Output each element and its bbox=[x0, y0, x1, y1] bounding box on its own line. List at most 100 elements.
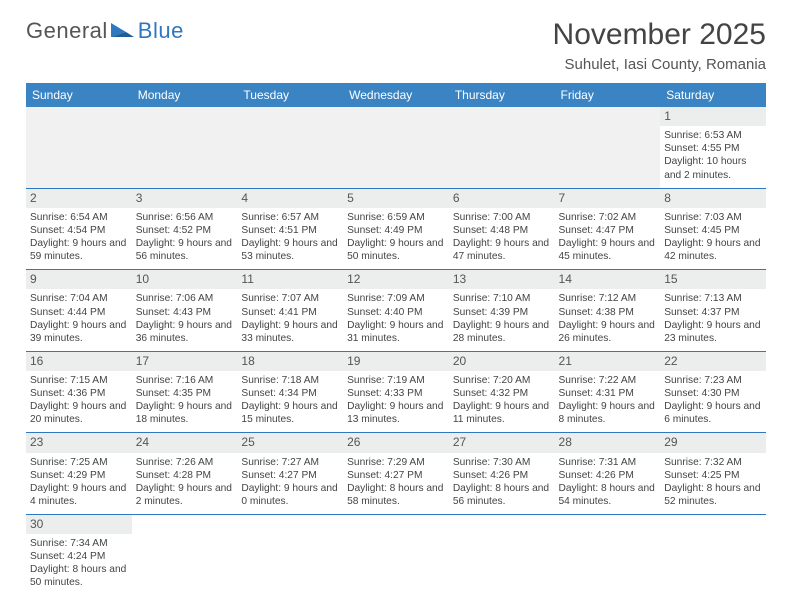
sunset-line: Sunset: 4:26 PM bbox=[453, 469, 551, 482]
weekday-header: Thursday bbox=[449, 83, 555, 107]
calendar-cell bbox=[343, 107, 449, 188]
daylight-line: Daylight: 9 hours and 42 minutes. bbox=[664, 237, 762, 263]
sunrise-line: Sunrise: 6:57 AM bbox=[241, 211, 339, 224]
daylight-line: Daylight: 9 hours and 28 minutes. bbox=[453, 319, 551, 345]
calendar-cell: 30Sunrise: 7:34 AMSunset: 4:24 PMDayligh… bbox=[26, 514, 132, 595]
daylight-line: Daylight: 9 hours and 6 minutes. bbox=[664, 400, 762, 426]
calendar-cell: 27Sunrise: 7:30 AMSunset: 4:26 PMDayligh… bbox=[449, 433, 555, 515]
sunset-line: Sunset: 4:39 PM bbox=[453, 306, 551, 319]
sunrise-line: Sunrise: 7:04 AM bbox=[30, 292, 128, 305]
day-number: 16 bbox=[26, 352, 132, 371]
calendar-cell bbox=[26, 107, 132, 188]
day-number: 14 bbox=[555, 270, 661, 289]
sunset-line: Sunset: 4:32 PM bbox=[453, 387, 551, 400]
day-number: 27 bbox=[449, 433, 555, 452]
day-number: 12 bbox=[343, 270, 449, 289]
calendar-cell: 3Sunrise: 6:56 AMSunset: 4:52 PMDaylight… bbox=[132, 188, 238, 270]
daylight-line: Daylight: 9 hours and 8 minutes. bbox=[559, 400, 657, 426]
daylight-line: Daylight: 9 hours and 56 minutes. bbox=[136, 237, 234, 263]
sunset-line: Sunset: 4:37 PM bbox=[664, 306, 762, 319]
sunset-line: Sunset: 4:48 PM bbox=[453, 224, 551, 237]
logo: General Blue bbox=[26, 18, 184, 44]
daylight-line: Daylight: 9 hours and 47 minutes. bbox=[453, 237, 551, 263]
calendar-cell: 19Sunrise: 7:19 AMSunset: 4:33 PMDayligh… bbox=[343, 351, 449, 433]
sunrise-line: Sunrise: 7:06 AM bbox=[136, 292, 234, 305]
day-number: 21 bbox=[555, 352, 661, 371]
weekday-header: Friday bbox=[555, 83, 661, 107]
daylight-line: Daylight: 9 hours and 13 minutes. bbox=[347, 400, 445, 426]
day-number: 1 bbox=[660, 107, 766, 126]
calendar-body: 1Sunrise: 6:53 AMSunset: 4:55 PMDaylight… bbox=[26, 107, 766, 595]
logo-text-general: General bbox=[26, 18, 108, 44]
calendar-row: 30Sunrise: 7:34 AMSunset: 4:24 PMDayligh… bbox=[26, 514, 766, 595]
sunrise-line: Sunrise: 7:25 AM bbox=[30, 456, 128, 469]
sunrise-line: Sunrise: 7:16 AM bbox=[136, 374, 234, 387]
sunset-line: Sunset: 4:30 PM bbox=[664, 387, 762, 400]
calendar-cell: 12Sunrise: 7:09 AMSunset: 4:40 PMDayligh… bbox=[343, 270, 449, 352]
sunrise-line: Sunrise: 6:59 AM bbox=[347, 211, 445, 224]
day-number: 5 bbox=[343, 189, 449, 208]
sunset-line: Sunset: 4:44 PM bbox=[30, 306, 128, 319]
calendar-cell: 24Sunrise: 7:26 AMSunset: 4:28 PMDayligh… bbox=[132, 433, 238, 515]
calendar-cell: 1Sunrise: 6:53 AMSunset: 4:55 PMDaylight… bbox=[660, 107, 766, 188]
calendar-cell: 5Sunrise: 6:59 AMSunset: 4:49 PMDaylight… bbox=[343, 188, 449, 270]
sunrise-line: Sunrise: 6:56 AM bbox=[136, 211, 234, 224]
calendar-cell: 14Sunrise: 7:12 AMSunset: 4:38 PMDayligh… bbox=[555, 270, 661, 352]
calendar-cell: 23Sunrise: 7:25 AMSunset: 4:29 PMDayligh… bbox=[26, 433, 132, 515]
day-number: 19 bbox=[343, 352, 449, 371]
sunset-line: Sunset: 4:40 PM bbox=[347, 306, 445, 319]
daylight-line: Daylight: 9 hours and 18 minutes. bbox=[136, 400, 234, 426]
daylight-line: Daylight: 8 hours and 58 minutes. bbox=[347, 482, 445, 508]
sunset-line: Sunset: 4:55 PM bbox=[664, 142, 762, 155]
daylight-line: Daylight: 9 hours and 4 minutes. bbox=[30, 482, 128, 508]
day-number: 26 bbox=[343, 433, 449, 452]
weekday-header: Saturday bbox=[660, 83, 766, 107]
sunset-line: Sunset: 4:28 PM bbox=[136, 469, 234, 482]
daylight-line: Daylight: 8 hours and 50 minutes. bbox=[30, 563, 128, 589]
calendar-cell: 2Sunrise: 6:54 AMSunset: 4:54 PMDaylight… bbox=[26, 188, 132, 270]
calendar-row: 9Sunrise: 7:04 AMSunset: 4:44 PMDaylight… bbox=[26, 270, 766, 352]
calendar-cell: 25Sunrise: 7:27 AMSunset: 4:27 PMDayligh… bbox=[237, 433, 343, 515]
daylight-line: Daylight: 9 hours and 45 minutes. bbox=[559, 237, 657, 263]
daylight-line: Daylight: 9 hours and 39 minutes. bbox=[30, 319, 128, 345]
sunrise-line: Sunrise: 7:31 AM bbox=[559, 456, 657, 469]
logo-text-blue: Blue bbox=[138, 18, 184, 44]
calendar-cell bbox=[237, 514, 343, 595]
weekday-header: Sunday bbox=[26, 83, 132, 107]
sunrise-line: Sunrise: 7:13 AM bbox=[664, 292, 762, 305]
calendar-cell: 17Sunrise: 7:16 AMSunset: 4:35 PMDayligh… bbox=[132, 351, 238, 433]
calendar-cell: 4Sunrise: 6:57 AMSunset: 4:51 PMDaylight… bbox=[237, 188, 343, 270]
calendar-cell bbox=[343, 514, 449, 595]
sunset-line: Sunset: 4:54 PM bbox=[30, 224, 128, 237]
calendar-row: 23Sunrise: 7:25 AMSunset: 4:29 PMDayligh… bbox=[26, 433, 766, 515]
weekday-header: Monday bbox=[132, 83, 238, 107]
calendar-cell: 8Sunrise: 7:03 AMSunset: 4:45 PMDaylight… bbox=[660, 188, 766, 270]
sunrise-line: Sunrise: 7:19 AM bbox=[347, 374, 445, 387]
sunrise-line: Sunrise: 7:10 AM bbox=[453, 292, 551, 305]
calendar-cell: 7Sunrise: 7:02 AMSunset: 4:47 PMDaylight… bbox=[555, 188, 661, 270]
sunrise-line: Sunrise: 7:03 AM bbox=[664, 211, 762, 224]
sunrise-line: Sunrise: 7:07 AM bbox=[241, 292, 339, 305]
calendar-cell bbox=[132, 514, 238, 595]
weekday-header: Wednesday bbox=[343, 83, 449, 107]
sunrise-line: Sunrise: 7:26 AM bbox=[136, 456, 234, 469]
sunset-line: Sunset: 4:31 PM bbox=[559, 387, 657, 400]
daylight-line: Daylight: 9 hours and 50 minutes. bbox=[347, 237, 445, 263]
day-number: 10 bbox=[132, 270, 238, 289]
calendar-row: 1Sunrise: 6:53 AMSunset: 4:55 PMDaylight… bbox=[26, 107, 766, 188]
weekday-header-row: Sunday Monday Tuesday Wednesday Thursday… bbox=[26, 83, 766, 107]
calendar-cell bbox=[555, 107, 661, 188]
day-number: 8 bbox=[660, 189, 766, 208]
sunrise-line: Sunrise: 7:02 AM bbox=[559, 211, 657, 224]
calendar-cell: 20Sunrise: 7:20 AMSunset: 4:32 PMDayligh… bbox=[449, 351, 555, 433]
calendar-row: 2Sunrise: 6:54 AMSunset: 4:54 PMDaylight… bbox=[26, 188, 766, 270]
sunset-line: Sunset: 4:52 PM bbox=[136, 224, 234, 237]
calendar-cell: 29Sunrise: 7:32 AMSunset: 4:25 PMDayligh… bbox=[660, 433, 766, 515]
daylight-line: Daylight: 9 hours and 15 minutes. bbox=[241, 400, 339, 426]
calendar-cell: 18Sunrise: 7:18 AMSunset: 4:34 PMDayligh… bbox=[237, 351, 343, 433]
daylight-line: Daylight: 9 hours and 26 minutes. bbox=[559, 319, 657, 345]
daylight-line: Daylight: 9 hours and 36 minutes. bbox=[136, 319, 234, 345]
day-number: 11 bbox=[237, 270, 343, 289]
daylight-line: Daylight: 9 hours and 23 minutes. bbox=[664, 319, 762, 345]
location: Suhulet, Iasi County, Romania bbox=[553, 56, 766, 73]
